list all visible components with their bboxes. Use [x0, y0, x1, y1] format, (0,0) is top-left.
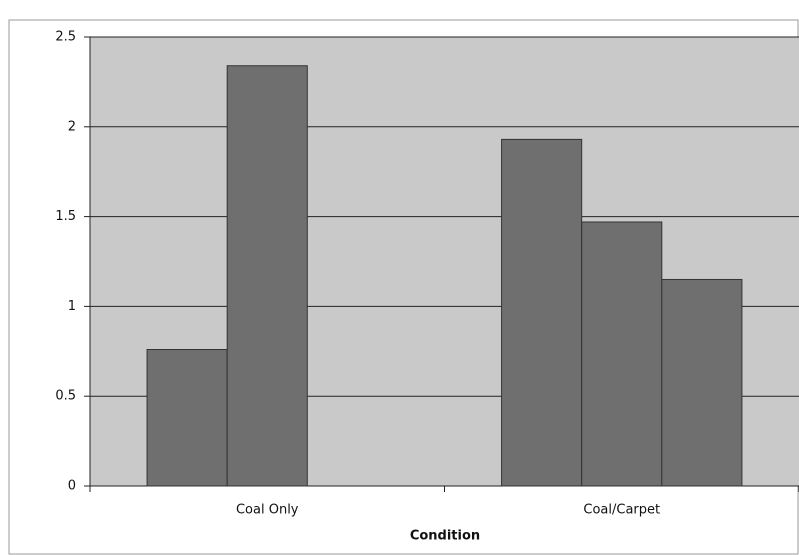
y-tick-label: 0.5 — [55, 389, 76, 404]
y-tick-label: 2.5 — [55, 30, 76, 45]
y-tick-label: 1.5 — [55, 209, 76, 224]
x-axis-title: Condition — [410, 529, 480, 544]
x-tick-label: Coal/Carpet — [583, 503, 660, 518]
bar — [226, 65, 308, 487]
bar — [661, 278, 743, 487]
bar — [581, 221, 663, 487]
y-tick-label: 0 — [68, 479, 76, 494]
bar — [501, 138, 583, 487]
y-tick-label: 1 — [68, 299, 76, 314]
y-tick-label: 2 — [68, 119, 76, 134]
x-tick-label: Coal Only — [236, 503, 299, 518]
bar — [146, 349, 228, 487]
